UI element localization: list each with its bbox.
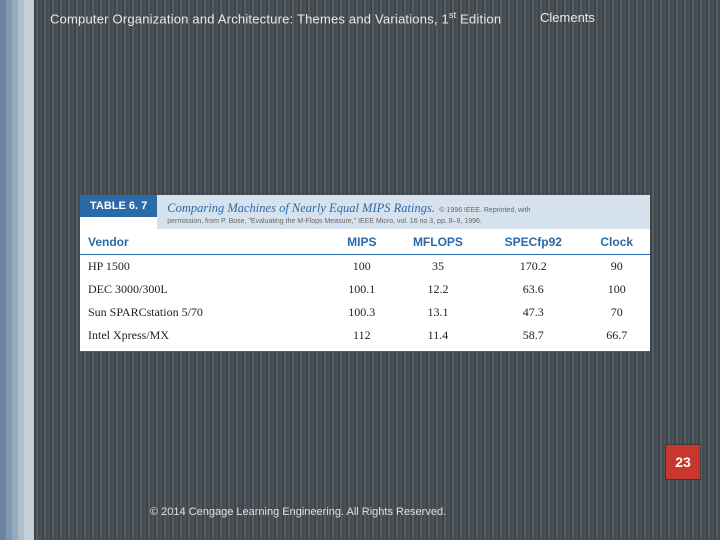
cell-vendor: Intel Xpress/MX <box>80 324 331 352</box>
table-row: DEC 3000/300L 100.1 12.2 63.6 100 <box>80 278 650 301</box>
book-title: Computer Organization and Architecture: … <box>50 10 501 26</box>
cell-clock: 100 <box>583 278 650 301</box>
table-header-bar: TABLE 6. 7 Comparing Machines of Nearly … <box>80 195 650 229</box>
cell-mips: 100.3 <box>331 301 393 324</box>
cell-mips: 100.1 <box>331 278 393 301</box>
table-row: HP 1500 100 35 170.2 90 <box>80 254 650 278</box>
title-suffix: Edition <box>456 11 501 26</box>
col-mips: MIPS <box>331 229 393 255</box>
cell-mips: 100 <box>331 254 393 278</box>
cell-specfp92: 170.2 <box>483 254 583 278</box>
cell-mips: 112 <box>331 324 393 352</box>
data-table: Vendor MIPS MFLOPS SPECfp92 Clock HP 150… <box>80 229 650 352</box>
copyright-text: © 2014 Cengage Learning Engineering. All… <box>150 506 446 518</box>
table-header-row: Vendor MIPS MFLOPS SPECfp92 Clock <box>80 229 650 255</box>
cell-mflops: 35 <box>393 254 483 278</box>
table-row: Sun SPARCstation 5/70 100.3 13.1 47.3 70 <box>80 301 650 324</box>
table-container: TABLE 6. 7 Comparing Machines of Nearly … <box>80 195 650 352</box>
table-row: Intel Xpress/MX 112 11.4 58.7 66.7 <box>80 324 650 352</box>
col-vendor: Vendor <box>80 229 331 255</box>
cell-vendor: Sun SPARCstation 5/70 <box>80 301 331 324</box>
cell-clock: 90 <box>583 254 650 278</box>
author-name: Clements <box>540 10 595 25</box>
table-caption-block: Comparing Machines of Nearly Equal MIPS … <box>157 195 650 229</box>
table-credit-line1: © 1996 IEEE. Reprinted, with <box>439 207 530 214</box>
cell-mflops: 12.2 <box>393 278 483 301</box>
col-mflops: MFLOPS <box>393 229 483 255</box>
cell-specfp92: 47.3 <box>483 301 583 324</box>
cell-clock: 66.7 <box>583 324 650 352</box>
cell-mflops: 13.1 <box>393 301 483 324</box>
col-clock: Clock <box>583 229 650 255</box>
cell-vendor: DEC 3000/300L <box>80 278 331 301</box>
left-accent-stripes <box>0 0 34 540</box>
col-specfp92: SPECfp92 <box>483 229 583 255</box>
page-number-badge: 23 <box>666 445 700 479</box>
cell-vendor: HP 1500 <box>80 254 331 278</box>
cell-specfp92: 58.7 <box>483 324 583 352</box>
cell-clock: 70 <box>583 301 650 324</box>
table-number-badge: TABLE 6. 7 <box>80 195 157 217</box>
title-prefix: Computer Organization and Architecture: … <box>50 11 449 26</box>
cell-specfp92: 63.6 <box>483 278 583 301</box>
cell-mflops: 11.4 <box>393 324 483 352</box>
table-caption: Comparing Machines of Nearly Equal MIPS … <box>167 201 435 215</box>
table-credit-line2: permission, from P. Bose, "Evaluating th… <box>167 218 640 226</box>
